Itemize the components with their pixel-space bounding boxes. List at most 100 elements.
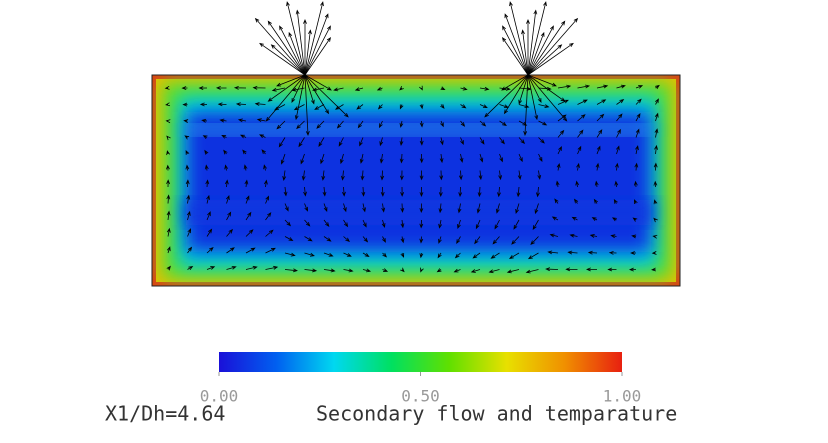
- flow-arrow: [304, 37, 331, 76]
- flow-arrow: [235, 102, 247, 107]
- flow-arrow: [399, 86, 404, 91]
- flow-arrow: [653, 162, 658, 171]
- flow-arrow: [460, 104, 467, 109]
- flow-arrow: [357, 120, 364, 129]
- flow-arrow: [527, 74, 539, 121]
- flow-arrow: [166, 150, 170, 156]
- flow-arrow: [499, 153, 503, 163]
- flow-arrow: [635, 85, 644, 89]
- flow-arrow: [343, 219, 349, 228]
- flow-arrow: [459, 153, 464, 163]
- flow-arrow: [569, 233, 578, 238]
- flow-arrow: [654, 128, 659, 138]
- flow-arrow: [419, 236, 424, 244]
- flow-arrow: [226, 211, 232, 221]
- flow-arrow: [284, 236, 294, 241]
- flow-arrow: [654, 144, 658, 155]
- flow-arrow: [304, 29, 312, 76]
- flow-arrow: [438, 203, 443, 214]
- flow-arrow: [279, 25, 306, 76]
- flow-arrow: [419, 137, 424, 146]
- flow-arrow: [420, 267, 424, 273]
- flow-arrow: [517, 170, 522, 180]
- flow-arrow: [527, 20, 566, 76]
- flow-arrow: [577, 129, 584, 138]
- flow-arrow: [438, 186, 443, 198]
- flow-arrow: [547, 250, 559, 255]
- flow-arrow: [271, 87, 286, 92]
- flow-arrow: [354, 87, 364, 91]
- flow-arrow: [586, 267, 598, 272]
- flow-arrow: [655, 84, 660, 90]
- flow-arrow: [419, 252, 424, 259]
- flow-arrow: [460, 137, 464, 146]
- flow-arrow: [206, 211, 211, 221]
- flow-arrow: [242, 149, 247, 155]
- flow-arrow: [587, 250, 598, 255]
- flow-arrow: [359, 153, 364, 164]
- flow-arrow: [513, 219, 520, 230]
- flow-arrow: [538, 153, 543, 162]
- flow-arrow: [629, 267, 637, 272]
- flow-arrow: [490, 252, 500, 259]
- flow-arrow: [478, 170, 483, 181]
- flow-arrow: [439, 137, 444, 146]
- flow-arrow: [254, 17, 306, 76]
- flow-arrow: [557, 99, 569, 105]
- flow-arrow: [436, 268, 442, 273]
- flow-arrow: [304, 74, 349, 118]
- flow-arrow: [499, 137, 505, 145]
- flow-arrow: [611, 217, 617, 222]
- flow-arrow: [187, 246, 193, 254]
- flow-arrow: [166, 227, 171, 237]
- flow-arrow: [304, 25, 331, 76]
- flow-arrow: [521, 29, 529, 76]
- flow-arrow: [518, 74, 529, 105]
- flow-arrow: [288, 31, 306, 76]
- flow-arrow: [245, 247, 256, 254]
- flow-arrow: [635, 98, 642, 105]
- flow-arrow: [166, 210, 171, 221]
- flow-arrow: [616, 84, 626, 89]
- flow-arrow: [475, 219, 481, 230]
- flow-arrow: [399, 153, 404, 164]
- flow-arrow: [527, 74, 568, 122]
- flow-arrow: [304, 74, 310, 136]
- flow-arrow: [633, 180, 638, 188]
- flow-arrow: [303, 18, 307, 75]
- flow-arrow: [479, 153, 484, 163]
- flow-arrow: [304, 74, 315, 105]
- flow-arrow: [557, 129, 565, 138]
- flow-arrow: [323, 268, 336, 273]
- flow-arrow: [479, 137, 485, 145]
- flow-arrow: [635, 113, 641, 122]
- flow-arrow: [557, 84, 572, 89]
- flow-arrow: [479, 104, 488, 109]
- flow-arrow: [204, 149, 209, 155]
- flow-arrow: [283, 186, 288, 197]
- flow-arrow: [577, 145, 582, 155]
- flow-arrow: [166, 135, 171, 141]
- flow-arrow: [502, 25, 529, 76]
- flow-arrow: [527, 42, 574, 76]
- flow-arrow: [259, 134, 266, 139]
- flow-arrow: [616, 98, 625, 105]
- flow-arrow: [400, 219, 405, 229]
- domain-border: [151, 74, 681, 287]
- flow-arrow: [456, 236, 461, 245]
- flow-arrow: [265, 265, 279, 270]
- flow-arrow: [276, 74, 306, 87]
- flow-arrow: [184, 135, 190, 140]
- flow-arrow: [527, 74, 542, 103]
- flow-arrow: [362, 236, 369, 243]
- flow-arrow: [534, 203, 539, 215]
- flow-arrow: [595, 162, 600, 171]
- flow-arrow: [651, 267, 656, 272]
- flow-arrow: [166, 179, 171, 188]
- flow-arrow: [635, 145, 639, 155]
- flow-arrow: [226, 195, 230, 204]
- flow-arrow: [652, 234, 658, 239]
- flow-arrow: [245, 229, 254, 237]
- flow-arrow: [276, 120, 286, 130]
- flow-arrow: [610, 234, 617, 239]
